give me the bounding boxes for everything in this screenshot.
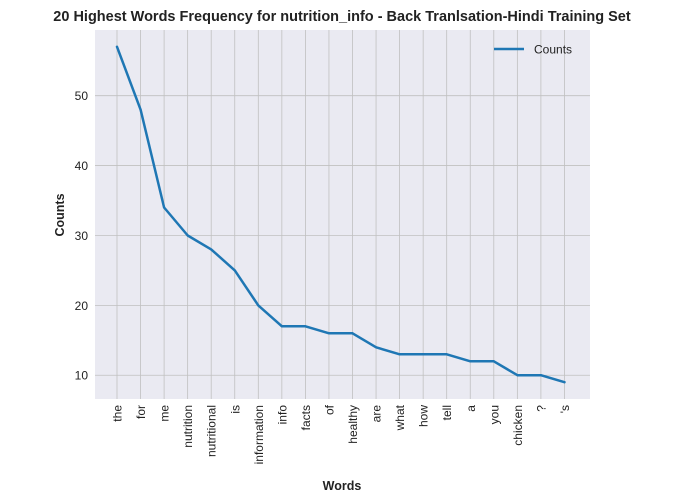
x-tick-label: is	[228, 405, 242, 414]
data-point	[492, 360, 495, 363]
x-tick-label: nutritional	[205, 405, 219, 457]
data-point	[327, 332, 330, 335]
x-tick-label: you	[487, 405, 501, 424]
data-point	[351, 332, 354, 335]
data-point	[233, 269, 236, 272]
data-point	[210, 248, 213, 251]
x-tick-labels: the for me nutrition nutritional is informatio…	[111, 404, 572, 464]
y-axis-label: Counts	[53, 193, 67, 236]
x-gridlines	[116, 30, 565, 399]
y-tick-label: 50	[75, 89, 89, 103]
data-point	[257, 304, 260, 307]
legend-label-counts: Counts	[534, 43, 572, 57]
x-tick-label: nutrition	[181, 405, 195, 448]
y-tick-label: 40	[75, 159, 89, 173]
data-point	[280, 325, 283, 328]
data-point	[445, 353, 448, 356]
data-point	[422, 353, 425, 356]
legend: Counts	[494, 43, 572, 57]
x-tick-label: facts	[299, 405, 313, 430]
chart-title: 20 Highest Words Frequency for nutrition…	[53, 9, 631, 25]
data-point	[186, 234, 189, 237]
x-tick-label: info	[275, 405, 289, 425]
data-point	[139, 108, 142, 111]
x-tick-label: of	[322, 404, 336, 415]
x-tick-label: chicken	[511, 405, 525, 446]
x-tick-label: information	[252, 405, 266, 464]
series-group	[115, 45, 566, 384]
x-tick-label: for	[134, 405, 148, 419]
data-point	[375, 346, 378, 349]
x-axis-label: Words	[323, 479, 362, 493]
data-point	[539, 374, 542, 377]
data-point	[116, 45, 118, 48]
y-tick-label: 10	[75, 369, 89, 383]
data-point	[398, 353, 401, 356]
y-tick-labels: 10 20 30 40 50	[75, 89, 89, 383]
x-tick-label: healthy	[346, 405, 360, 444]
x-tick-label: the	[111, 405, 125, 422]
series-line-counts	[115, 45, 566, 384]
data-point	[563, 381, 566, 384]
plot-area	[95, 30, 590, 399]
x-tick-label: me	[158, 405, 172, 422]
x-tick-label: a	[464, 405, 478, 412]
x-tick-label: what	[393, 404, 407, 431]
data-point	[163, 206, 166, 209]
y-tick-label: 30	[75, 229, 89, 243]
y-tick-label: 20	[75, 299, 89, 313]
x-tick-label: tell	[440, 405, 454, 420]
x-tick-label: how	[417, 405, 431, 427]
y-gridlines	[95, 95, 590, 376]
x-tick-label: ?	[534, 405, 548, 412]
x-tick-label: are	[370, 405, 384, 423]
data-point	[516, 374, 519, 377]
data-point	[304, 325, 307, 328]
x-tick-label: 's	[558, 405, 572, 413]
data-point	[469, 360, 472, 363]
